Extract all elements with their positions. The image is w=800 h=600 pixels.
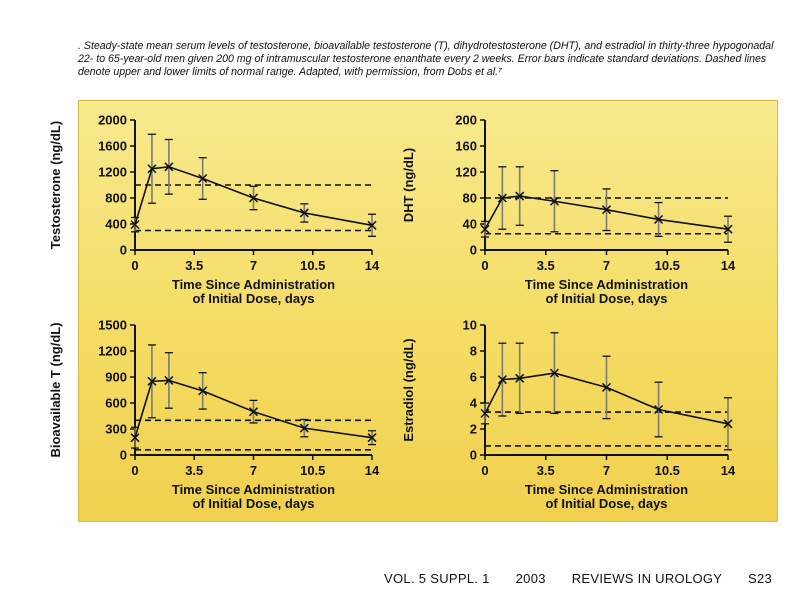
chart4-data-point	[549, 368, 559, 378]
chart1-data-point	[367, 220, 377, 230]
chart1-x-tick-label: 10.5	[300, 258, 325, 273]
chart2-y-tick-label: 0	[470, 243, 477, 258]
chart3-data-point	[164, 375, 174, 385]
chart2-data-point	[497, 193, 507, 203]
chart4-y-axis-label: Estradiol (ng/dL)	[401, 338, 416, 441]
chart2-x-tick-label: 10.5	[655, 258, 680, 273]
chart3-data-point	[198, 386, 208, 396]
chart2-y-tick-label: 200	[455, 113, 477, 128]
chart4-y-tick-label: 10	[463, 318, 477, 333]
chart4-x-tick-label: 0	[481, 463, 488, 478]
chart2-data-point	[723, 224, 733, 234]
figure-caption: . Steady-state mean serum levels of test…	[78, 40, 774, 79]
chart3-x-tick-label: 3.5	[185, 463, 203, 478]
chart3-x-axis-label-line1: Time Since Administration	[172, 482, 335, 497]
chart1-x-tick-label: 0	[131, 258, 138, 273]
chart3-data-point	[130, 433, 140, 443]
chart3-y-tick-label: 600	[105, 396, 127, 411]
chart4-x-tick-label: 14	[721, 463, 736, 478]
chart2-data-point	[549, 196, 559, 206]
chart4-x-axis-label-line1: Time Since Administration	[525, 482, 688, 497]
chart4-data-point	[497, 375, 507, 385]
chart2-x-tick-label: 0	[481, 258, 488, 273]
chart3-y-tick-label: 900	[105, 370, 127, 385]
chart3-x-tick-label: 7	[250, 463, 257, 478]
chart3-x-axis-label-line2: of Initial Dose, days	[192, 496, 314, 511]
chart4-y-tick-label: 4	[470, 396, 478, 411]
chart4-x-tick-label: 3.5	[537, 463, 555, 478]
chart1-y-tick-label: 2000	[98, 113, 127, 128]
chart2-y-tick-label: 40	[463, 217, 477, 232]
chart2-x-axis-label-line2: of Initial Dose, days	[545, 291, 667, 306]
chart3-y-tick-label: 1200	[98, 344, 127, 359]
chart4-x-tick-label: 7	[603, 463, 610, 478]
footer-journal: REVIEWS IN UROLOGY	[571, 571, 723, 586]
chart4-data-point	[601, 382, 612, 392]
chart1-y-tick-label: 1200	[98, 165, 127, 180]
chart1-data-point	[248, 193, 259, 203]
chart4-data-point	[515, 373, 525, 383]
chart4-y-tick-label: 8	[470, 344, 477, 359]
chart1-y-axis-label: Testosterone (ng/dL)	[48, 121, 63, 249]
page-footer: VOL. 5 SUPPL. 1 2003 REVIEWS IN UROLOGY …	[0, 571, 772, 586]
chart1-x-axis-label-line1: Time Since Administration	[172, 277, 335, 292]
chart4-x-tick-label: 10.5	[655, 463, 680, 478]
chart2-data-point	[515, 191, 525, 201]
chart2-x-tick-label: 14	[721, 258, 736, 273]
chart2-x-tick-label: 7	[603, 258, 610, 273]
chart3-y-tick-label: 0	[120, 448, 127, 463]
chart1-x-tick-label: 14	[365, 258, 380, 273]
chart1-x-tick-label: 3.5	[185, 258, 203, 273]
chart2-y-tick-label: 80	[463, 191, 477, 206]
chart3-y-tick-label: 300	[105, 422, 127, 437]
footer-page: S23	[747, 571, 772, 586]
chart2-y-axis-label: DHT (ng/dL)	[401, 148, 416, 222]
chart3-data-point	[147, 376, 157, 386]
chart4-x-axis-label-line2: of Initial Dose, days	[545, 496, 667, 511]
chart4-y-tick-label: 6	[470, 370, 477, 385]
chart1-data-point	[147, 164, 157, 174]
chart2-data-point	[601, 205, 612, 215]
footer-year: 2003	[515, 571, 546, 586]
footer-volume: VOL. 5 SUPPL. 1	[384, 571, 490, 586]
chart4-y-tick-label: 0	[470, 448, 477, 463]
chart2-data-point	[480, 224, 490, 234]
figure-panel	[78, 100, 778, 522]
chart2-x-tick-label: 3.5	[537, 258, 555, 273]
chart3-data-point	[367, 433, 377, 443]
chart1-y-tick-label: 0	[120, 243, 127, 258]
chart1-x-tick-label: 7	[250, 258, 257, 273]
chart4-data-point	[723, 419, 733, 429]
chart1-data-point	[198, 173, 208, 184]
chart1-x-axis-label-line2: of Initial Dose, days	[192, 291, 314, 306]
chart2-y-tick-label: 160	[455, 139, 477, 154]
chart1-data-point	[130, 220, 140, 230]
chart4-data-point	[480, 408, 490, 418]
chart1-data-point	[299, 208, 309, 218]
chart3-y-axis-label: Bioavailable T (ng/dL)	[48, 322, 63, 457]
chart2-data-point	[654, 214, 664, 224]
chart1-y-tick-label: 400	[105, 217, 127, 232]
chart3-x-tick-label: 0	[131, 463, 138, 478]
chart2-y-tick-label: 120	[455, 165, 477, 180]
chart3-y-tick-label: 1500	[98, 318, 127, 333]
chart3-x-tick-label: 14	[365, 463, 380, 478]
chart4-y-tick-label: 2	[470, 422, 477, 437]
chart1-y-tick-label: 1600	[98, 139, 127, 154]
chart1-y-tick-label: 800	[105, 191, 127, 206]
chart2-x-axis-label-line1: Time Since Administration	[525, 277, 688, 292]
chart3-data-point	[248, 407, 259, 417]
chart3-data-point	[299, 423, 309, 433]
chart1-data-point	[164, 162, 174, 172]
chart3-x-tick-label: 10.5	[300, 463, 325, 478]
chart4-data-point	[654, 404, 664, 415]
